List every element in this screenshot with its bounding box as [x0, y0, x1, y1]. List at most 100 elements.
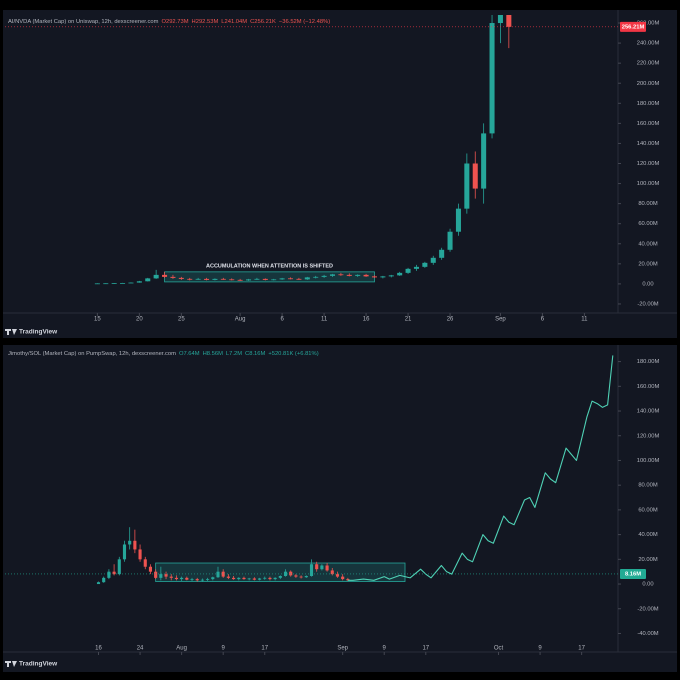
header-ohlc: −36.52M (−12.48%) — [279, 19, 330, 25]
logo-text: TradingView — [19, 329, 58, 336]
chart-header: AI/NVDA (Market Cap) on Uniswap, 12h, de… — [8, 19, 330, 25]
x-tick-label: 11 — [321, 317, 328, 323]
candle-body — [122, 544, 127, 560]
candle-body — [299, 576, 303, 578]
y-tick-label: 160.00M — [637, 384, 660, 390]
candle-body — [145, 278, 151, 282]
candle-body — [346, 579, 350, 581]
candle-body — [329, 274, 336, 276]
annotation-box — [164, 271, 375, 283]
chart-header: Jimothy/SOL (Market Cap) on PumpSwap, 12… — [8, 351, 319, 357]
candle-body — [117, 559, 121, 575]
candle-body — [164, 574, 168, 577]
candle-body — [268, 577, 272, 580]
candle-body — [148, 566, 153, 572]
candle-body — [229, 279, 235, 281]
candle-body — [338, 274, 344, 276]
candle-body — [489, 23, 495, 134]
candle-body — [247, 578, 251, 580]
candle-body — [111, 283, 117, 284]
candle-body — [506, 15, 512, 27]
candle-body — [237, 577, 241, 580]
x-tick-label: Aug — [235, 317, 246, 323]
candle-body — [153, 274, 159, 279]
candle-body — [143, 559, 147, 567]
chart-panel: Jimothy/SOL (Market Cap) on PumpSwap, 12… — [3, 345, 677, 672]
x-tick-label: 16 — [363, 317, 370, 323]
x-tick-label: 9 — [383, 646, 387, 652]
y-tick-label: 160.00M — [637, 121, 660, 127]
candle-body — [283, 571, 288, 576]
candle-body — [330, 570, 334, 575]
candle-body — [174, 577, 178, 580]
x-tick-label: 11 — [581, 317, 588, 323]
candle-body — [388, 275, 394, 277]
x-tick-label: 9 — [538, 646, 542, 652]
candle-body — [278, 576, 282, 578]
y-tick-label: 120.00M — [637, 161, 660, 167]
candle-body — [226, 576, 230, 578]
header-ohlc: H8.56M — [203, 351, 223, 357]
candle-body — [371, 276, 377, 278]
y-tick-label: -40.00M — [637, 631, 658, 637]
candle-body — [138, 549, 142, 560]
candle-body — [439, 249, 445, 258]
candle-body — [195, 579, 199, 581]
y-tick-label: 220.00M — [637, 61, 660, 67]
candle-body — [497, 15, 503, 24]
x-tick-label: 17 — [578, 646, 585, 652]
candle-body — [190, 579, 194, 580]
x-tick-label: 6 — [541, 317, 545, 323]
candle-body — [216, 571, 220, 578]
candle-body — [455, 208, 461, 232]
y-tick-label: 180.00M — [637, 359, 660, 365]
header-title: AI/NVDA (Market Cap) on Uniswap, 12h, de… — [8, 19, 159, 25]
header-title: Jimothy/SOL (Market Cap) on PumpSwap, 12… — [8, 351, 176, 357]
candle-body — [325, 565, 329, 571]
candle-body — [112, 571, 116, 575]
last-price-label: 8.16M — [625, 571, 641, 577]
candle-body — [220, 278, 226, 280]
panel-background — [3, 10, 677, 338]
candle-body — [178, 277, 184, 279]
last-price-tag — [620, 568, 646, 579]
candle-body — [464, 163, 470, 209]
y-tick-label: 180.00M — [637, 101, 660, 107]
candle-body — [169, 576, 173, 578]
y-tick-label: 20.00M — [638, 557, 658, 563]
candle-body — [321, 275, 327, 277]
candle-body — [237, 279, 243, 281]
header-ohlc: C256.21K — [250, 19, 276, 25]
x-tick-label: 9 — [222, 646, 226, 652]
candle-body — [103, 283, 109, 285]
y-tick-label: 20.00M — [638, 261, 658, 267]
candle-body — [102, 577, 106, 583]
candle-body — [304, 277, 310, 280]
candle-body — [187, 278, 193, 280]
candle-body — [271, 279, 277, 281]
candle-body — [405, 268, 411, 273]
candle-body — [246, 279, 252, 281]
x-tick-label: 17 — [422, 646, 429, 652]
candle-body — [206, 579, 210, 580]
candle-body — [211, 577, 215, 580]
x-tick-label: 17 — [261, 646, 268, 652]
x-tick-label: 26 — [447, 317, 454, 323]
candle-body — [296, 278, 302, 280]
candle-body — [120, 282, 126, 284]
x-tick-label: 25 — [178, 317, 185, 323]
candle-body — [96, 582, 101, 585]
candle-body — [363, 274, 369, 277]
candle-body — [472, 163, 478, 189]
candle-body — [481, 133, 487, 189]
plot-area — [96, 355, 614, 585]
candle-body — [309, 564, 314, 576]
candle-body — [304, 576, 308, 578]
header-ohlc: O7.64M — [179, 351, 200, 357]
x-tick-label: 21 — [405, 317, 412, 323]
candle-body — [252, 578, 256, 580]
candle-body — [380, 276, 386, 278]
candle-body — [294, 575, 298, 577]
y-tick-label: 240.00M — [637, 41, 660, 47]
x-tick-label: 24 — [137, 646, 144, 652]
